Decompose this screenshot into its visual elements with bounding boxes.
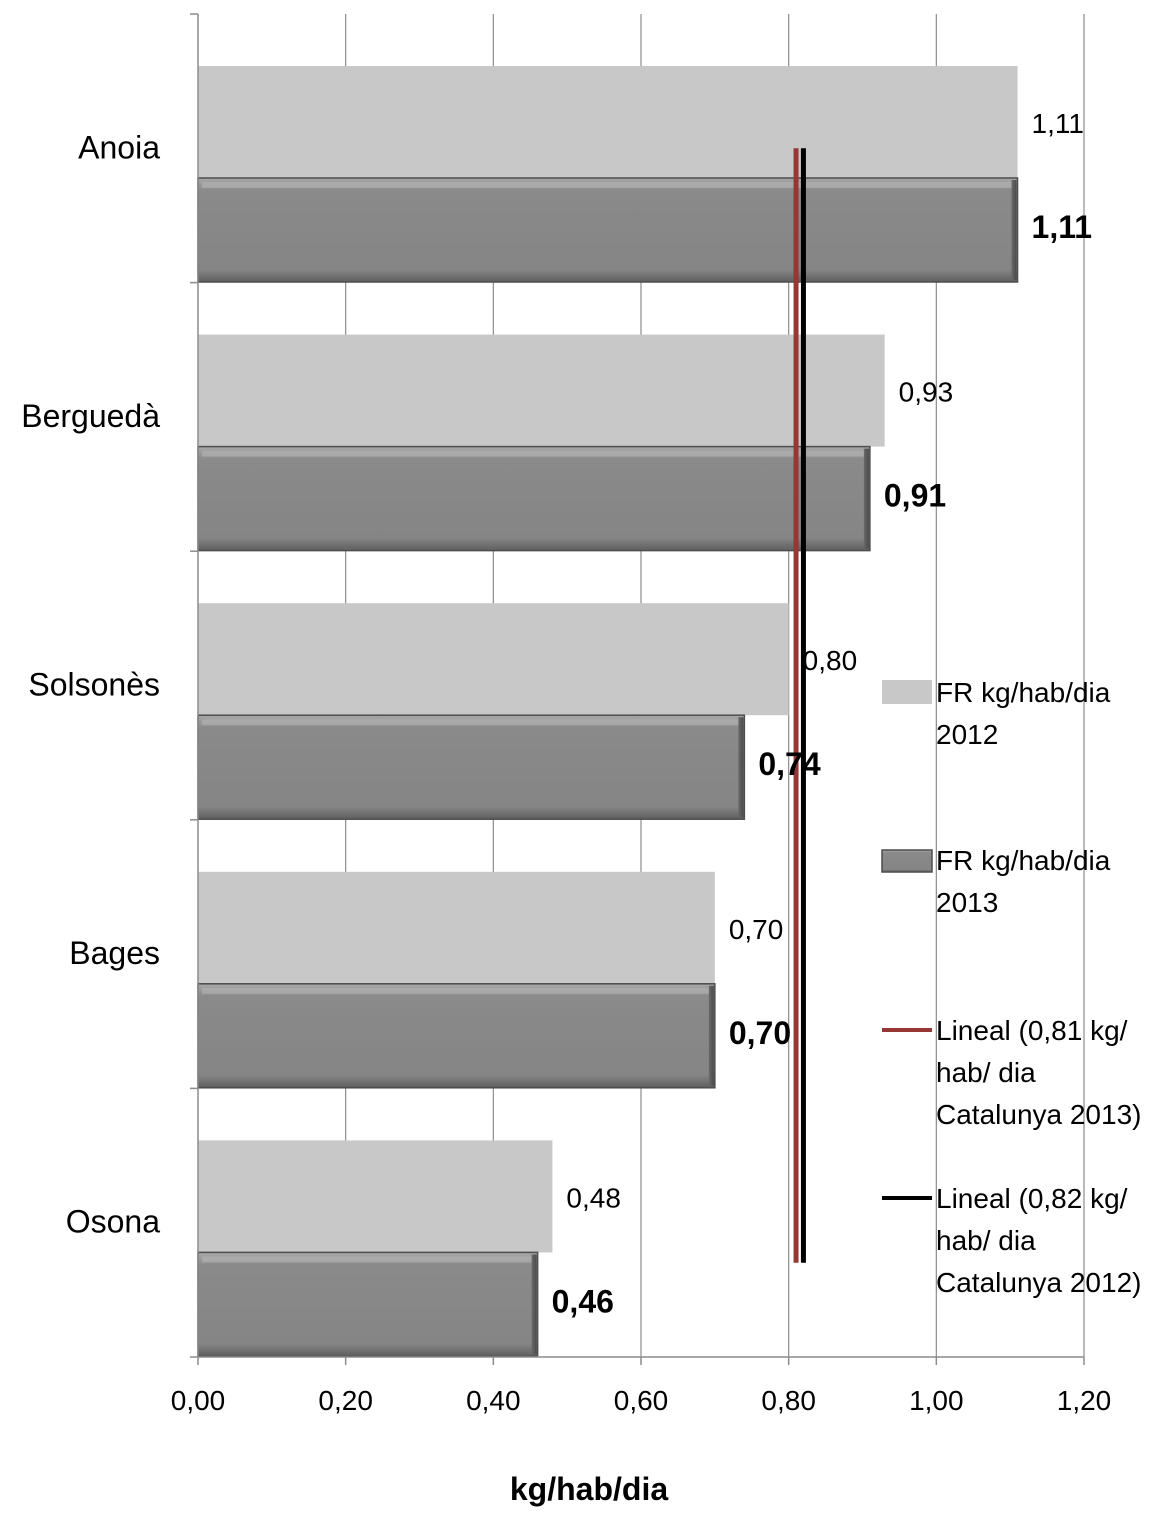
- legend-swatch-2013: [881, 849, 933, 873]
- x-tick-label: 0,40: [466, 1385, 521, 1416]
- x-tick-label: 0,60: [614, 1385, 669, 1416]
- bar-2012: [198, 66, 1018, 178]
- data-label-2012: 0,80: [803, 645, 858, 676]
- legend-label: Lineal (0,81 kg/: [936, 1015, 1128, 1046]
- reference-lines: [793, 148, 806, 1263]
- legend-label: FR kg/hab/dia: [936, 845, 1111, 876]
- data-labels: 1,11 1,11 0,93 0,91 0,80 0,74 0,70 0,70 0,48 0,46: [552, 108, 1092, 1319]
- axes: 0,00 0,20 0,40 0,60 0,80 1,00 1,20 Anoia Bergued…: [21, 13, 1112, 1416]
- bar-2013-edge: [863, 448, 869, 549]
- x-tick-label: 1,00: [909, 1385, 964, 1416]
- bar-2013-edge: [708, 985, 714, 1086]
- data-label-2012: 0,48: [566, 1182, 621, 1213]
- legend-label: Catalunya 2013): [936, 1099, 1141, 1130]
- category-label: Osona: [66, 1204, 160, 1240]
- data-label-2012: 1,11: [1032, 108, 1084, 139]
- bar-2012: [198, 334, 885, 447]
- bar-2013-edge: [531, 1254, 537, 1355]
- data-label-2013: 0,91: [884, 478, 946, 514]
- bar-2013: [197, 177, 1019, 283]
- category-label: Anoia: [78, 129, 160, 165]
- legend-label: FR kg/hab/dia: [936, 677, 1111, 708]
- bar-2013: [197, 1251, 539, 1358]
- data-label-2013: 0,70: [729, 1015, 791, 1051]
- x-tick-label: 0,20: [318, 1385, 373, 1416]
- legend-label: 2012: [936, 719, 998, 750]
- legend-label: 2013: [936, 887, 998, 918]
- x-tick-label: 0,00: [171, 1385, 226, 1416]
- bar-2012: [198, 1140, 553, 1253]
- bar-2013: [197, 714, 746, 820]
- data-label-2013: 0,46: [552, 1283, 614, 1319]
- bar-2013: [197, 983, 716, 1089]
- x-tick-label: 1,20: [1057, 1385, 1112, 1416]
- data-label-2013: 1,11: [1032, 209, 1093, 245]
- legend-label: Catalunya 2012): [936, 1267, 1141, 1298]
- data-label-2012: 0,93: [899, 377, 954, 408]
- bar-2013-edge: [738, 717, 744, 818]
- category-label: Solsonès: [28, 667, 160, 703]
- data-label-2013: 0,74: [758, 746, 820, 782]
- x-tick-label: 0,80: [761, 1385, 816, 1416]
- legend-swatch-2012: [882, 680, 932, 704]
- bar-2013-bevel: [202, 450, 866, 457]
- legend-label: hab/ dia: [936, 1057, 1036, 1088]
- x-axis-title: kg/hab/dia: [510, 1471, 668, 1507]
- legend-label: Lineal (0,82 kg/: [936, 1183, 1128, 1214]
- data-label-2012: 0,70: [729, 914, 784, 945]
- bars: [197, 66, 1019, 1358]
- legend: FR kg/hab/dia 2012 FR kg/hab/dia 2013 Lineal…: [881, 677, 1141, 1298]
- bar-2012: [198, 871, 715, 984]
- bar-2013-bevel: [202, 719, 741, 726]
- bar-2013-edge: [1011, 180, 1017, 280]
- category-label: Berguedà: [21, 398, 160, 434]
- category-label: Bages: [69, 935, 160, 971]
- bar-2012: [198, 603, 789, 716]
- bar-2013-bevel: [202, 987, 711, 994]
- bar-2013-bevel: [202, 1256, 534, 1263]
- bar-2013: [197, 445, 871, 552]
- legend-label: hab/ dia: [936, 1225, 1036, 1256]
- bar-2013-bevel: [202, 182, 1014, 188]
